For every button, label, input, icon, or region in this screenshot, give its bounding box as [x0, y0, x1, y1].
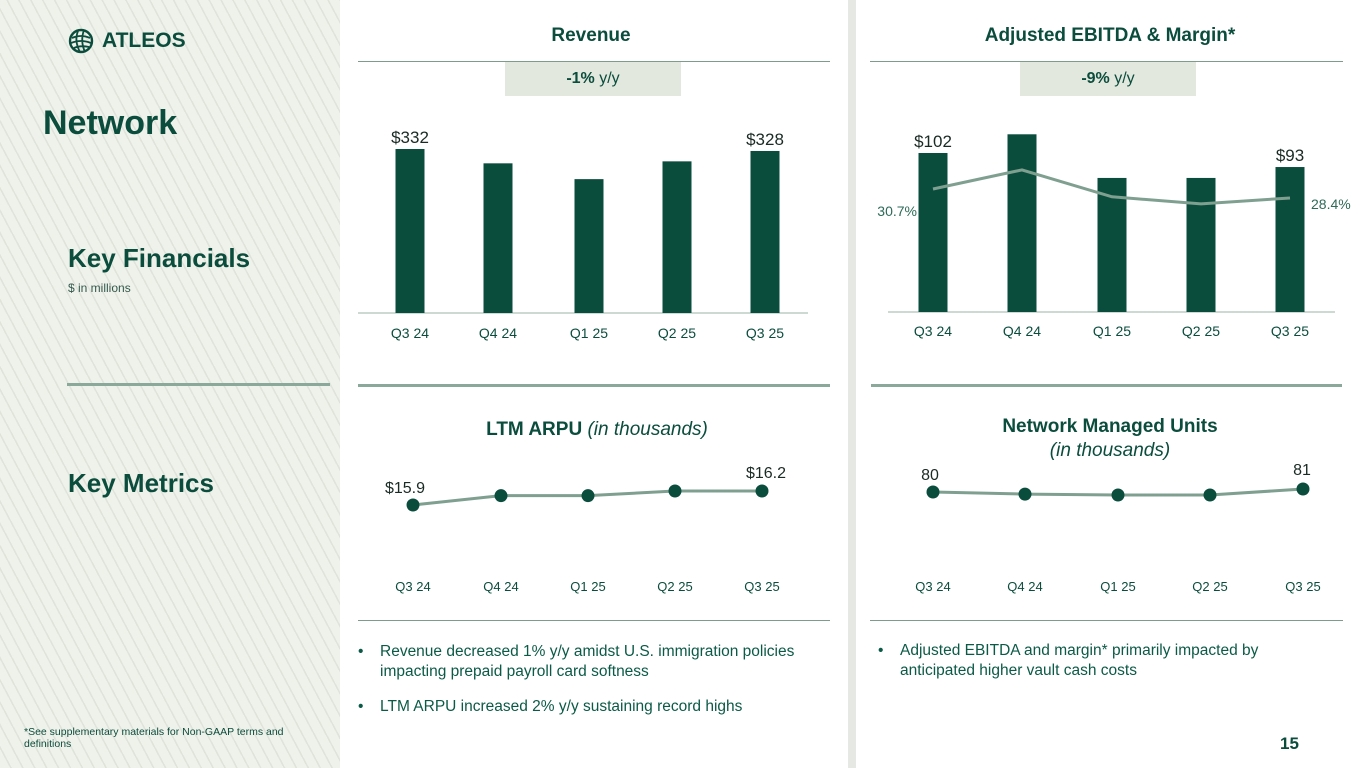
margin-data-label: 28.4% — [1311, 196, 1351, 212]
arpu-point — [668, 484, 682, 498]
arpu-title: LTM ARPU (in thousands) — [397, 419, 797, 441]
ebitda-bar — [1186, 177, 1216, 312]
revenue-bar — [574, 179, 604, 313]
footnote: *See supplementary materials for Non-GAA… — [24, 726, 284, 750]
ebitda-bar — [1097, 177, 1127, 312]
section-key-metrics: Key Metrics — [68, 468, 214, 498]
revenue-yoy-unit: y/y — [599, 70, 620, 87]
brand-logo: ATLEOS — [68, 28, 186, 54]
arpu-tick-label: Q4 24 — [483, 579, 518, 594]
arpu-point — [581, 489, 595, 503]
margin-line — [932, 168, 1291, 206]
divider-middle-right — [871, 384, 1342, 387]
arpu-title-text: LTM ARPU — [486, 419, 583, 440]
units-point — [1296, 482, 1310, 496]
globe-icon — [68, 28, 94, 54]
revenue-bar — [662, 161, 692, 313]
divider-middle-left — [358, 384, 830, 387]
revenue-tick-label: Q4 24 — [479, 325, 517, 341]
arpu-title-note: (in thousands) — [587, 419, 708, 440]
ebitda-title-rule — [870, 61, 1343, 62]
revenue-title: Revenue — [551, 25, 631, 46]
left-divider — [67, 383, 330, 386]
revenue-tick-label: Q2 25 — [658, 325, 696, 341]
ebitda-tick-label: Q3 24 — [914, 323, 952, 339]
units-title: Network Managed Units (in thousands) — [910, 415, 1310, 463]
ebitda-tick-label: Q1 25 — [1093, 323, 1131, 339]
units-point — [1111, 488, 1125, 502]
units-tick-label: Q1 25 — [1100, 579, 1135, 594]
page-number: 15 — [1280, 734, 1299, 753]
units-title-note: (in thousands) — [1049, 440, 1171, 461]
revenue-yoy-badge: -1% y/y — [505, 62, 681, 96]
units-data-label: 80 — [921, 467, 939, 484]
ebitda-bar — [1007, 134, 1037, 312]
units-tick-label: Q2 25 — [1192, 579, 1227, 594]
vertical-separator — [848, 0, 856, 768]
arpu-point — [406, 498, 420, 512]
bullet-item: Revenue decreased 1% y/y amidst U.S. imm… — [358, 642, 798, 682]
arpu-point — [755, 484, 769, 498]
revenue-bar — [483, 163, 513, 313]
arpu-point — [494, 489, 508, 503]
financials-note: $ in millions — [68, 281, 131, 295]
revenue-tick-label: Q3 24 — [391, 325, 429, 341]
units-point — [1203, 488, 1217, 502]
page-title: Network — [43, 104, 178, 142]
revenue-data-label: $332 — [391, 128, 429, 147]
units-title-text: Network Managed Units — [1002, 416, 1218, 437]
arpu-data-label: $16.2 — [746, 465, 786, 482]
units-point — [926, 485, 940, 499]
revenue-tick-label: Q3 25 — [746, 325, 784, 341]
bullets-rule-left — [358, 620, 830, 621]
arpu-tick-label: Q1 25 — [570, 579, 605, 594]
ebitda-yoy-value: -9% — [1081, 70, 1110, 87]
units-tick-label: Q3 25 — [1285, 579, 1320, 594]
revenue-bar — [395, 149, 425, 313]
arpu-tick-label: Q2 25 — [657, 579, 692, 594]
ebitda-yoy-unit: y/y — [1114, 70, 1135, 87]
units-tick-label: Q4 24 — [1007, 579, 1042, 594]
ebitda-tick-label: Q2 25 — [1182, 323, 1220, 339]
units-tick-label: Q3 24 — [915, 579, 950, 594]
revenue-yoy-value: -1% — [566, 70, 595, 87]
ebitda-bar — [918, 153, 948, 312]
ebitda-tick-label: Q3 25 — [1271, 323, 1309, 339]
units-point — [1018, 487, 1032, 501]
ebitda-bar — [1275, 167, 1305, 312]
section-key-financials: Key Financials — [68, 243, 251, 273]
ebitda-title: Adjusted EBITDA & Margin* — [984, 25, 1236, 46]
revenue-title-rule — [358, 61, 830, 62]
bullets-rule-right — [870, 620, 1343, 621]
arpu-data-label: $15.9 — [385, 480, 425, 497]
ebitda-tick-label: Q4 24 — [1003, 323, 1041, 339]
ebitda-yoy-badge: -9% y/y — [1020, 62, 1196, 96]
revenue-tick-label: Q1 25 — [570, 325, 608, 341]
margin-data-label: 30.7% — [877, 203, 917, 219]
revenue-bar — [750, 150, 780, 313]
bullet-item: Adjusted EBITDA and margin* primarily im… — [878, 641, 1318, 681]
bullet-item: LTM ARPU increased 2% y/y sustaining rec… — [358, 697, 798, 717]
revenue-data-label: $328 — [746, 130, 784, 149]
ebitda-data-label: $93 — [1276, 146, 1304, 165]
arpu-tick-label: Q3 24 — [395, 579, 430, 594]
ebitda-data-label: $102 — [914, 132, 952, 151]
arpu-tick-label: Q3 25 — [744, 579, 779, 594]
units-data-label: 81 — [1293, 462, 1311, 479]
brand-name: ATLEOS — [102, 29, 186, 52]
